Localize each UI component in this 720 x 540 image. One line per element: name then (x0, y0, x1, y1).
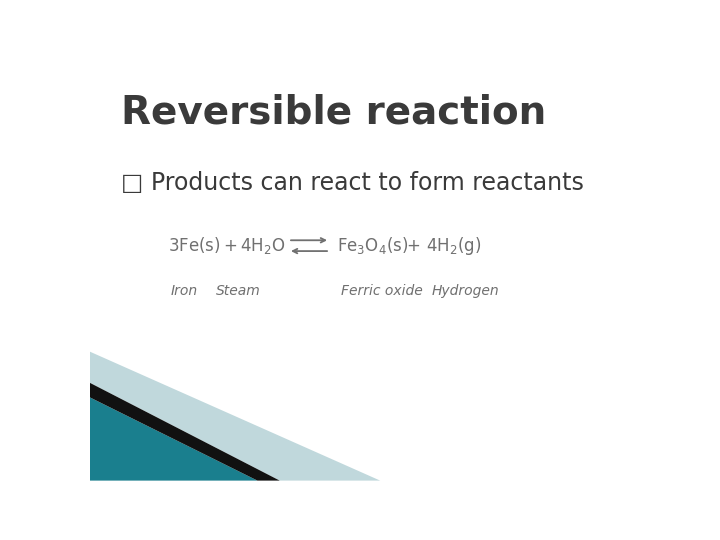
Text: $\mathregular{3Fe(s)+4H_2O}$: $\mathregular{3Fe(s)+4H_2O}$ (168, 235, 286, 256)
Text: Hydrogen: Hydrogen (431, 285, 499, 299)
Text: Reversible reaction: Reversible reaction (121, 94, 546, 132)
Text: □ Products can react to form reactants: □ Products can react to form reactants (121, 171, 584, 195)
Text: $+$: $+$ (406, 237, 420, 255)
Text: $\mathregular{4H_2(g)}$: $\mathregular{4H_2(g)}$ (426, 235, 481, 256)
Text: Ferric oxide: Ferric oxide (341, 285, 423, 299)
Text: Steam: Steam (215, 285, 261, 299)
Polygon shape (90, 397, 258, 481)
Polygon shape (90, 352, 380, 481)
Text: $\mathregular{Fe_3O_4(s)}$: $\mathregular{Fe_3O_4(s)}$ (337, 235, 408, 256)
Polygon shape (90, 383, 280, 481)
Text: Iron: Iron (171, 285, 198, 299)
